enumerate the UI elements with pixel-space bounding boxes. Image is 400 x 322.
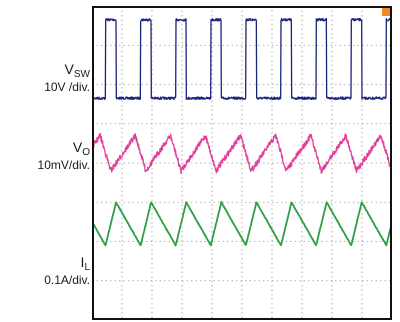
channel-label-il: IL 0.1A/div.	[44, 255, 90, 286]
trace-vsw	[92, 17, 392, 101]
il-scale: 0.1A/div.	[44, 272, 90, 287]
plot-traces	[92, 17, 392, 247]
trigger-marker-icon	[382, 8, 390, 16]
vo-name: VO	[72, 139, 90, 158]
vo-scale: 10mV/div.	[37, 157, 90, 172]
trace-vo	[92, 132, 392, 175]
trace-il	[92, 200, 392, 247]
channel-label-vsw: VSW 10V /div.	[44, 62, 90, 93]
vsw-name: VSW	[64, 61, 90, 80]
vsw-scale: 10V /div.	[44, 79, 90, 94]
channel-label-vo: VO 10mV/div.	[38, 140, 90, 171]
il-name: IL	[80, 254, 90, 273]
plot-grid	[92, 6, 392, 320]
plot-frame	[92, 6, 392, 320]
oscilloscope-plot	[92, 6, 392, 320]
